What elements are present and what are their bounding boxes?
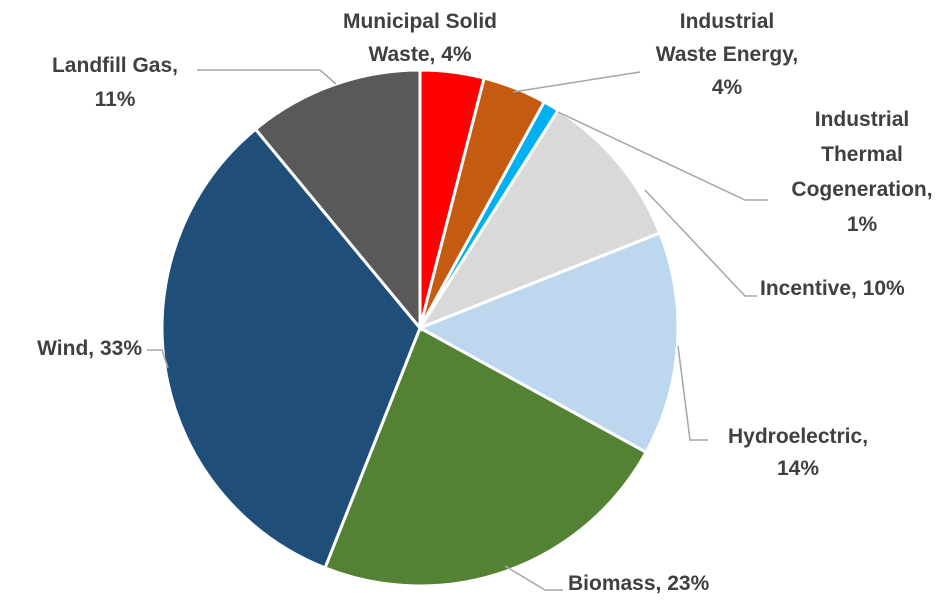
slice-label: Wind, 33% [37, 337, 142, 360]
leader-line [512, 71, 641, 93]
leader-line [147, 349, 169, 369]
pie-slice [323, 325, 649, 588]
pie-slice [416, 231, 680, 455]
leader-line [644, 189, 757, 297]
slice-label: Biomass, 23% [568, 572, 710, 595]
pie-slice [160, 127, 422, 570]
leader-line [677, 345, 708, 441]
slice-label: Hydroelectric, 14% [728, 425, 868, 480]
pie-slice [253, 68, 422, 333]
slice-label: Industrial Thermal Cogeneration, 1% [791, 108, 932, 236]
leader-line [504, 565, 563, 591]
slice-label: Municipal Solid Waste, 4% [343, 10, 497, 66]
leader-line [557, 111, 768, 201]
slice-label: Landfill Gas, 11% [52, 54, 178, 111]
leader-line [197, 69, 337, 85]
slice-label: Incentive, 10% [760, 277, 905, 300]
slice-label: Industrial Waste Energy, 4% [656, 10, 798, 99]
